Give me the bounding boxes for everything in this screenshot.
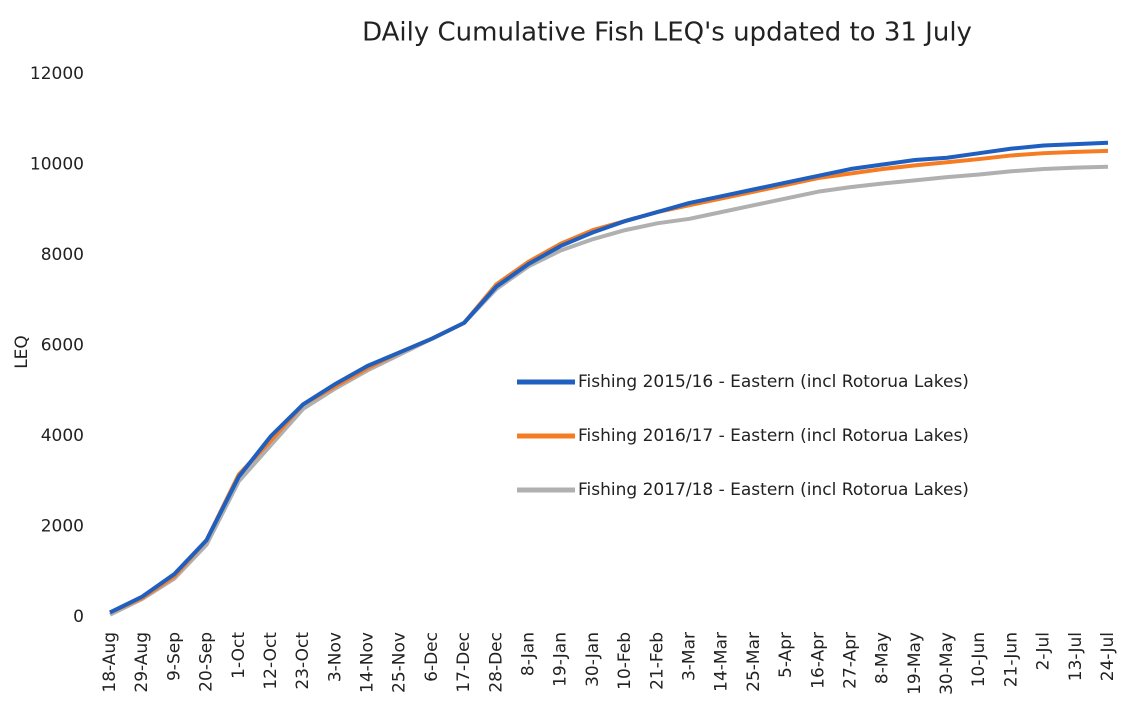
x-tick-label: 28-Dec	[486, 632, 506, 693]
x-tick-label: 30-Jan	[583, 632, 603, 687]
x-tick-label: 30-May	[937, 632, 957, 695]
x-tick-label: 17-Dec	[454, 632, 474, 693]
x-tick-label: 27-Apr	[840, 632, 860, 689]
x-tick-label: 14-Mar	[712, 632, 732, 692]
x-tick-label: 6-Dec	[422, 632, 442, 682]
x-tick-label: 9-Sep	[164, 632, 184, 681]
x-tick-label: 16-Apr	[808, 632, 828, 689]
x-tick-label: 8-Jan	[519, 632, 539, 676]
x-tick-label: 24-Jul	[1098, 632, 1118, 681]
y-tick-label: 0	[73, 607, 84, 627]
y-tick-label: 10000	[30, 155, 84, 175]
x-tick-label: 5-Apr	[776, 632, 796, 678]
legend-label: Fishing 2016/17 - Eastern (incl Rotorua …	[578, 426, 969, 446]
x-tick-label: 3-Nov	[325, 632, 345, 682]
x-tick-label: 25-Mar	[744, 632, 764, 692]
x-tick-label: 13-Jul	[1066, 632, 1086, 681]
x-tick-label: 25-Nov	[390, 632, 410, 693]
legend-label: Fishing 2015/16 - Eastern (incl Rotorua …	[578, 372, 969, 392]
series-line	[109, 164, 1109, 617]
y-tick-label: 2000	[41, 517, 84, 537]
x-tick-label: 20-Sep	[197, 632, 217, 692]
x-tick-label: 18-Aug	[100, 632, 120, 693]
x-tick-label: 10-Feb	[615, 632, 635, 690]
x-tick-label: 3-Mar	[679, 632, 699, 681]
x-tick-label: 23-Oct	[293, 632, 313, 690]
x-tick-label: 21-Feb	[647, 632, 667, 690]
chart-title: DAily Cumulative Fish LEQ's updated to 3…	[362, 18, 972, 48]
x-tick-label: 12-Oct	[261, 632, 281, 690]
x-tick-label: 1-Oct	[229, 632, 249, 679]
y-tick-label: 8000	[41, 245, 84, 265]
x-tick-label: 14-Nov	[358, 632, 378, 693]
x-tick-label: 10-Jun	[969, 632, 989, 687]
series-line	[109, 140, 1109, 615]
legend-label: Fishing 2017/18 - Eastern (incl Rotorua …	[578, 480, 969, 500]
x-tick-label: 19-Jan	[551, 632, 571, 687]
x-tick-label: 2-Jul	[1034, 632, 1054, 670]
y-tick-label: 6000	[41, 336, 84, 356]
y-tick-label: 12000	[30, 64, 84, 84]
x-tick-label: 29-Aug	[132, 632, 152, 693]
x-tick-label: 19-May	[905, 632, 925, 695]
y-tick-label: 4000	[41, 426, 84, 446]
x-tick-label: 8-May	[873, 632, 893, 684]
y-axis-label: LEQ	[12, 335, 32, 369]
x-tick-label: 21-Jun	[1001, 632, 1021, 687]
